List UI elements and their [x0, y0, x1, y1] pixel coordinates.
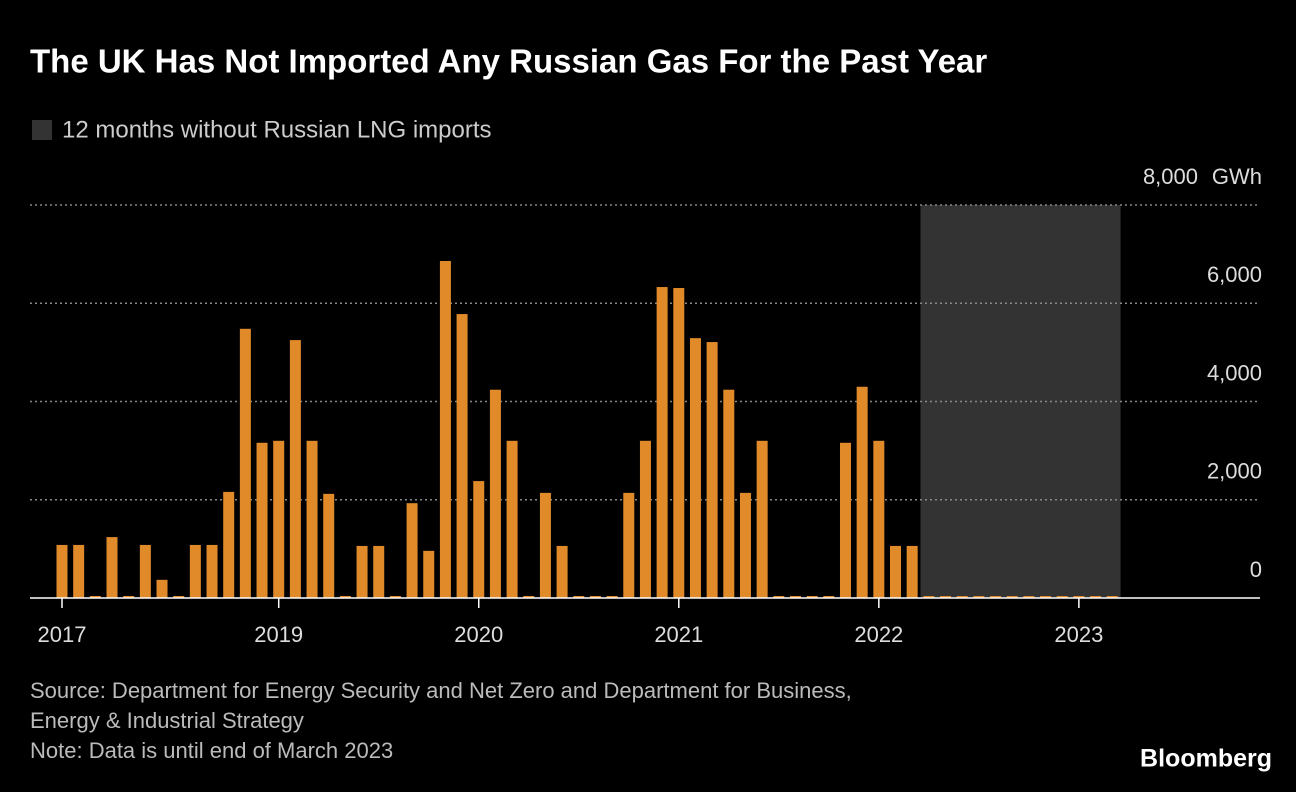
- bar: [439, 261, 451, 598]
- bar: [173, 596, 185, 598]
- bar: [1023, 596, 1035, 598]
- bar: [923, 596, 935, 598]
- bar: [56, 544, 68, 598]
- bar: [289, 340, 301, 598]
- bar: [689, 338, 701, 598]
- x-tick-label: 2020: [454, 622, 503, 647]
- bar: [890, 545, 901, 598]
- y-tick-label: 6,000: [1207, 262, 1262, 287]
- y-tick-label: 4,000: [1207, 360, 1262, 385]
- bar: [623, 492, 635, 598]
- bar: [489, 389, 501, 598]
- y-tick-label: 0: [1250, 557, 1262, 582]
- bar: [1056, 596, 1068, 598]
- note: Note: Data is until end of March 2023: [30, 738, 393, 763]
- bar: [506, 440, 518, 598]
- bar: [1006, 596, 1018, 598]
- bar: [823, 596, 835, 598]
- bar: [756, 440, 768, 598]
- y-tick-label: 8,000: [1143, 164, 1198, 189]
- bar: [639, 440, 651, 598]
- chart-title: The UK Has Not Imported Any Russian Gas …: [30, 43, 987, 80]
- brand: Bloomberg: [1140, 745, 1272, 773]
- bar: [1040, 596, 1052, 598]
- source: Energy & Industrial Strategy: [30, 708, 304, 733]
- bar: [806, 596, 818, 598]
- bar: [873, 440, 885, 598]
- bar: [906, 545, 918, 598]
- bar: [256, 442, 268, 598]
- bar: [373, 545, 385, 598]
- bar: [156, 579, 168, 598]
- legend-swatch: [32, 120, 52, 140]
- bar: [990, 596, 1002, 598]
- y-unit: GWh: [1212, 164, 1262, 189]
- bar: [573, 596, 585, 598]
- bar: [539, 492, 551, 598]
- bar: [1090, 596, 1102, 598]
- x-tick-label: 2017: [38, 622, 87, 647]
- bar: [273, 440, 285, 598]
- source: Source: Department for Energy Security a…: [30, 678, 852, 703]
- bar: [1106, 596, 1118, 598]
- bar: [556, 545, 568, 598]
- bar: [139, 544, 151, 598]
- bar: [656, 287, 668, 598]
- bar: [89, 596, 101, 598]
- bar: [956, 596, 968, 598]
- bar: [239, 328, 251, 598]
- bar: [773, 596, 785, 598]
- y-tick-label: 2,000: [1207, 459, 1262, 484]
- bar: [206, 544, 218, 598]
- bar: [406, 503, 418, 598]
- bar: [223, 491, 235, 598]
- bar: [673, 288, 685, 598]
- x-tick-label: 2019: [254, 622, 303, 647]
- bar: [356, 545, 368, 598]
- bar: [839, 442, 851, 598]
- bar: [389, 596, 401, 598]
- bar: [306, 440, 318, 598]
- bar: [973, 596, 985, 598]
- x-tick-label: 2023: [1054, 622, 1103, 647]
- bar: [606, 596, 618, 598]
- x-tick-label: 2021: [654, 622, 703, 647]
- bar: [723, 389, 735, 598]
- bar: [589, 596, 601, 598]
- x-tick-label: 2022: [854, 622, 903, 647]
- bar: [706, 342, 718, 598]
- bar: [189, 544, 201, 598]
- bar: [339, 596, 351, 598]
- bar: [1073, 596, 1085, 598]
- bar: [423, 550, 435, 598]
- bar: [456, 314, 468, 598]
- bar: [856, 386, 868, 598]
- bar: [123, 596, 135, 598]
- bar: [73, 544, 85, 598]
- bar: [323, 493, 335, 598]
- bar: [106, 537, 118, 598]
- legend-label: 12 months without Russian LNG imports: [62, 116, 492, 143]
- bar: [739, 492, 751, 598]
- bar: [473, 481, 485, 598]
- bar: [523, 596, 535, 598]
- bar: [940, 596, 952, 598]
- bar: [789, 596, 801, 598]
